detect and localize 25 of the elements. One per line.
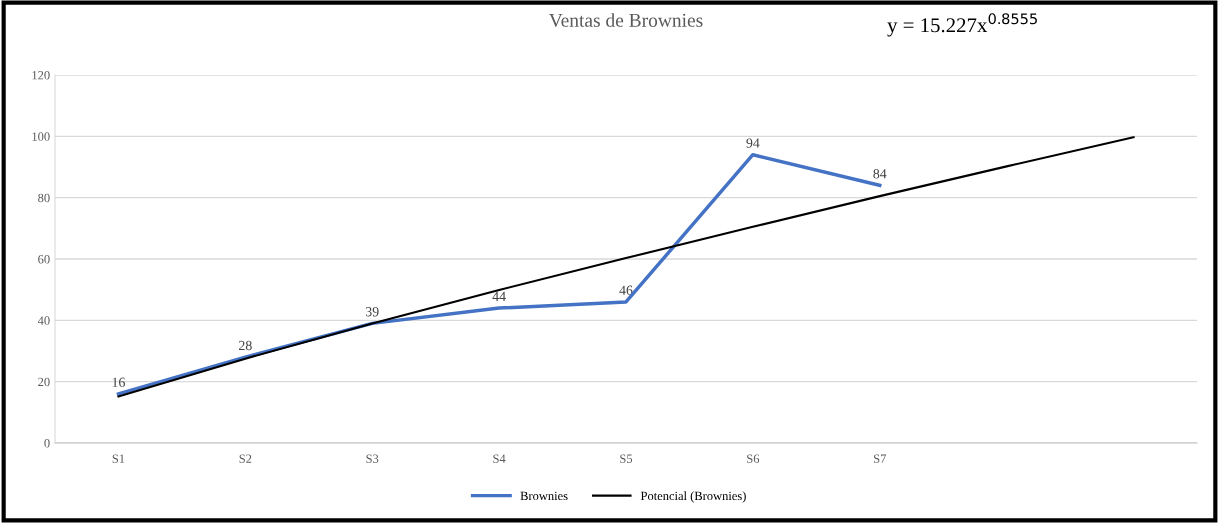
data-label: 94 [746,138,760,148]
x-tick-label: S7 [874,454,887,463]
data-label: 16 [112,377,125,387]
data-label: 28 [239,340,252,351]
y-tick-label: 60 [38,255,50,264]
data-label: 46 [619,285,633,295]
x-tick-label: S1 [112,454,125,463]
x-tick-label: S3 [366,454,379,463]
data-label: 84 [873,169,887,179]
y-tick-label: 100 [32,132,50,141]
data-label: 44 [492,291,506,301]
y-tick-label: 20 [38,377,50,387]
data-label: 39 [365,307,379,317]
y-tick-label: 80 [38,193,50,203]
text: y = 15.227x$^{0.8555}$ [887,13,1037,37]
y-tick-label: 120 [32,71,50,80]
y-tick-label: 0 [44,439,50,448]
chart-title: Ventas de Brownies [549,13,703,27]
x-tick-label: S6 [747,454,760,463]
legend-label: Brownies [520,491,568,501]
legend-label: Potencial (Brownies) [640,491,746,503]
x-tick-label: S2 [239,454,252,463]
x-tick-label: S4 [493,454,506,463]
y-tick-label: 40 [37,316,50,325]
x-tick-label: S5 [620,454,633,463]
